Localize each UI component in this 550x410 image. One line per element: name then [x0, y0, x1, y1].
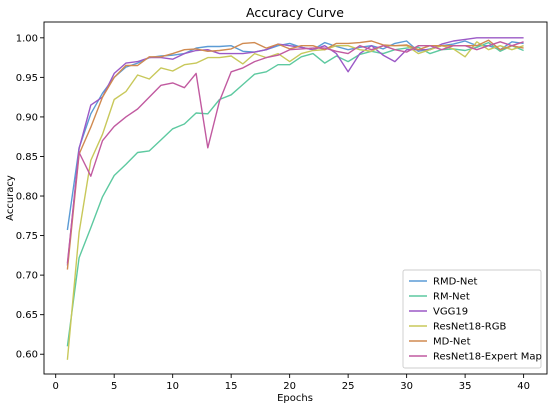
legend-box: [402, 269, 542, 369]
y-axis: 0.60 0.65 0.70 0.75 0.80 0.85 0.90 0.95 1.00: [16, 33, 44, 361]
x-tick-label: 5: [111, 381, 117, 392]
x-tick-label: 35: [459, 381, 472, 392]
x-tick-label: 15: [225, 381, 238, 392]
legend-label: RMD-Net: [433, 277, 478, 288]
x-tick-label: 30: [400, 381, 413, 392]
y-tick-label: 0.85: [16, 152, 38, 163]
x-axis-label: Epochs: [277, 393, 313, 404]
legend-label: ResNet18-Expert Map: [433, 352, 542, 363]
y-tick-label: 0.75: [16, 231, 38, 242]
chart-title: Accuracy Curve: [246, 5, 344, 20]
legend-label: RM-Net: [433, 292, 470, 303]
x-tick-label: 20: [283, 381, 296, 392]
series-line-rm-net: [66, 41, 524, 347]
series-line-resnet18-expert-map: [66, 41, 524, 264]
series-line-md-net: [66, 39, 524, 270]
x-axis: 0 5 10 15 20 25 30 35 40: [53, 374, 530, 392]
legend-label: ResNet18-RGB: [433, 322, 506, 333]
x-tick-label: 25: [342, 381, 355, 392]
x-tick-label: 10: [166, 381, 179, 392]
y-tick-label: 0.90: [16, 112, 38, 123]
legend-label: MD-Net: [433, 337, 471, 348]
legend: RMD-Net RM-Net VGG19 ResNet18-RGB MD-Net ResN…: [402, 269, 542, 369]
y-axis-label: Accuracy: [5, 175, 16, 221]
plot-frame: [43, 21, 548, 375]
plot-lines: [66, 37, 524, 360]
legend-label: VGG19: [433, 307, 468, 318]
x-tick-label: 40: [517, 381, 530, 392]
y-tick-label: 1.00: [16, 33, 38, 44]
y-tick-label: 0.80: [16, 192, 38, 203]
y-tick-label: 0.60: [16, 350, 38, 361]
series-line-rmd-net: [66, 40, 524, 231]
y-tick-label: 0.65: [16, 310, 38, 321]
x-tick-label: 0: [53, 381, 59, 392]
y-tick-label: 0.70: [16, 271, 38, 282]
series-line-vgg19: [66, 37, 524, 266]
y-tick-label: 0.95: [16, 73, 38, 84]
